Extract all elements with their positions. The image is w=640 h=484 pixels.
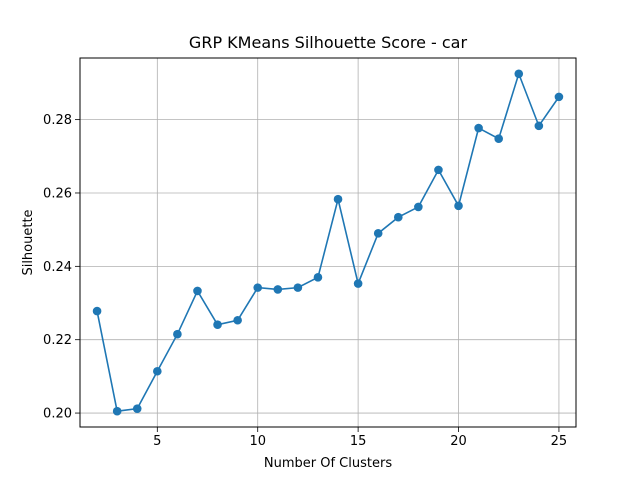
axes-frame: [79, 57, 577, 428]
data-point: [474, 123, 483, 133]
data-point: [434, 165, 443, 175]
data-point: [333, 194, 343, 204]
data-point: [393, 212, 403, 222]
y-tick-label: 0.22: [43, 333, 72, 348]
data-point: [273, 285, 283, 294]
x-axis-label: Number Of Clusters: [264, 456, 392, 471]
y-axis-label: Silhouette: [21, 209, 36, 275]
data-point: [514, 69, 524, 79]
data-point: [313, 273, 323, 282]
grid: [80, 58, 576, 427]
series-layer: [92, 69, 564, 416]
data-point: [554, 92, 564, 102]
data-point: [153, 366, 162, 376]
data-point: [353, 279, 363, 288]
y-tick-label: 0.24: [43, 260, 72, 275]
data-point: [132, 404, 142, 413]
data-point: [253, 283, 263, 292]
x-tick-label: 10: [249, 434, 266, 449]
data-point: [213, 320, 222, 329]
data-point: [193, 286, 202, 296]
data-point: [534, 121, 544, 131]
data-point: [293, 283, 303, 292]
data-point: [233, 315, 242, 325]
y-tick-label: 0.26: [43, 186, 72, 201]
data-point: [454, 201, 463, 211]
data-point: [92, 306, 102, 316]
x-tick-label: 20: [450, 434, 467, 449]
chart-title: GRP KMeans Silhouette Score - car: [189, 33, 468, 52]
ticks: 5 10 15 20 25 0.20 0.22 0.24 0.26 0.28: [43, 113, 567, 449]
y-tick-label: 0.20: [43, 407, 72, 422]
data-point: [494, 134, 503, 143]
data-point: [373, 229, 383, 238]
x-tick-label: 15: [350, 434, 367, 449]
x-tick-label: 5: [153, 434, 161, 449]
x-tick-label: 25: [551, 434, 568, 449]
data-point: [173, 329, 182, 339]
data-point: [414, 202, 423, 212]
y-tick-label: 0.28: [43, 113, 72, 128]
data-point: [112, 406, 122, 416]
